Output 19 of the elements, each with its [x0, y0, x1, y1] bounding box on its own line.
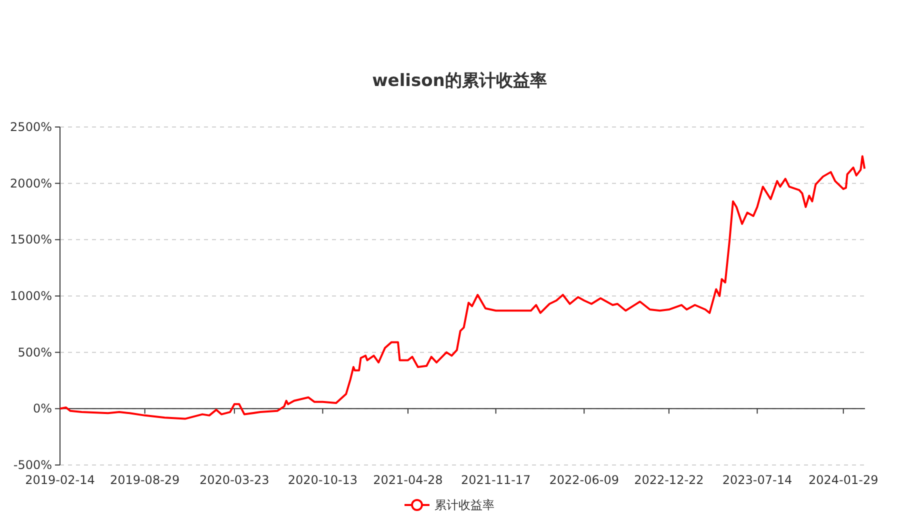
- legend-label: 累计收益率: [434, 498, 494, 512]
- x-tick-label: 2020-10-13: [288, 473, 358, 487]
- x-tick-label: 2021-04-28: [373, 473, 443, 487]
- y-tick-label: -500%: [13, 458, 52, 472]
- y-tick-label: 1000%: [10, 289, 52, 303]
- x-tick-label: 2024-01-29: [808, 473, 878, 487]
- x-tick-label: 2019-02-14: [25, 473, 95, 487]
- y-tick-label: 500%: [18, 345, 52, 360]
- x-tick-label: 2021-11-17: [460, 473, 531, 487]
- y-tick-label: 2500%: [10, 120, 52, 134]
- x-tick-label: 2023-07-14: [722, 473, 792, 487]
- x-tick-label: 2022-06-09: [549, 473, 619, 487]
- y-tick-label: 2000%: [10, 176, 52, 190]
- x-tick-label: 2019-08-29: [110, 473, 180, 487]
- chart-title: welison的累计收益率: [372, 71, 547, 91]
- y-tick-label: 1500%: [10, 232, 52, 247]
- x-tick-label: 2022-12-22: [634, 473, 704, 487]
- y-tick-label: 0%: [32, 402, 52, 416]
- x-tick-label: 2020-03-23: [200, 473, 270, 487]
